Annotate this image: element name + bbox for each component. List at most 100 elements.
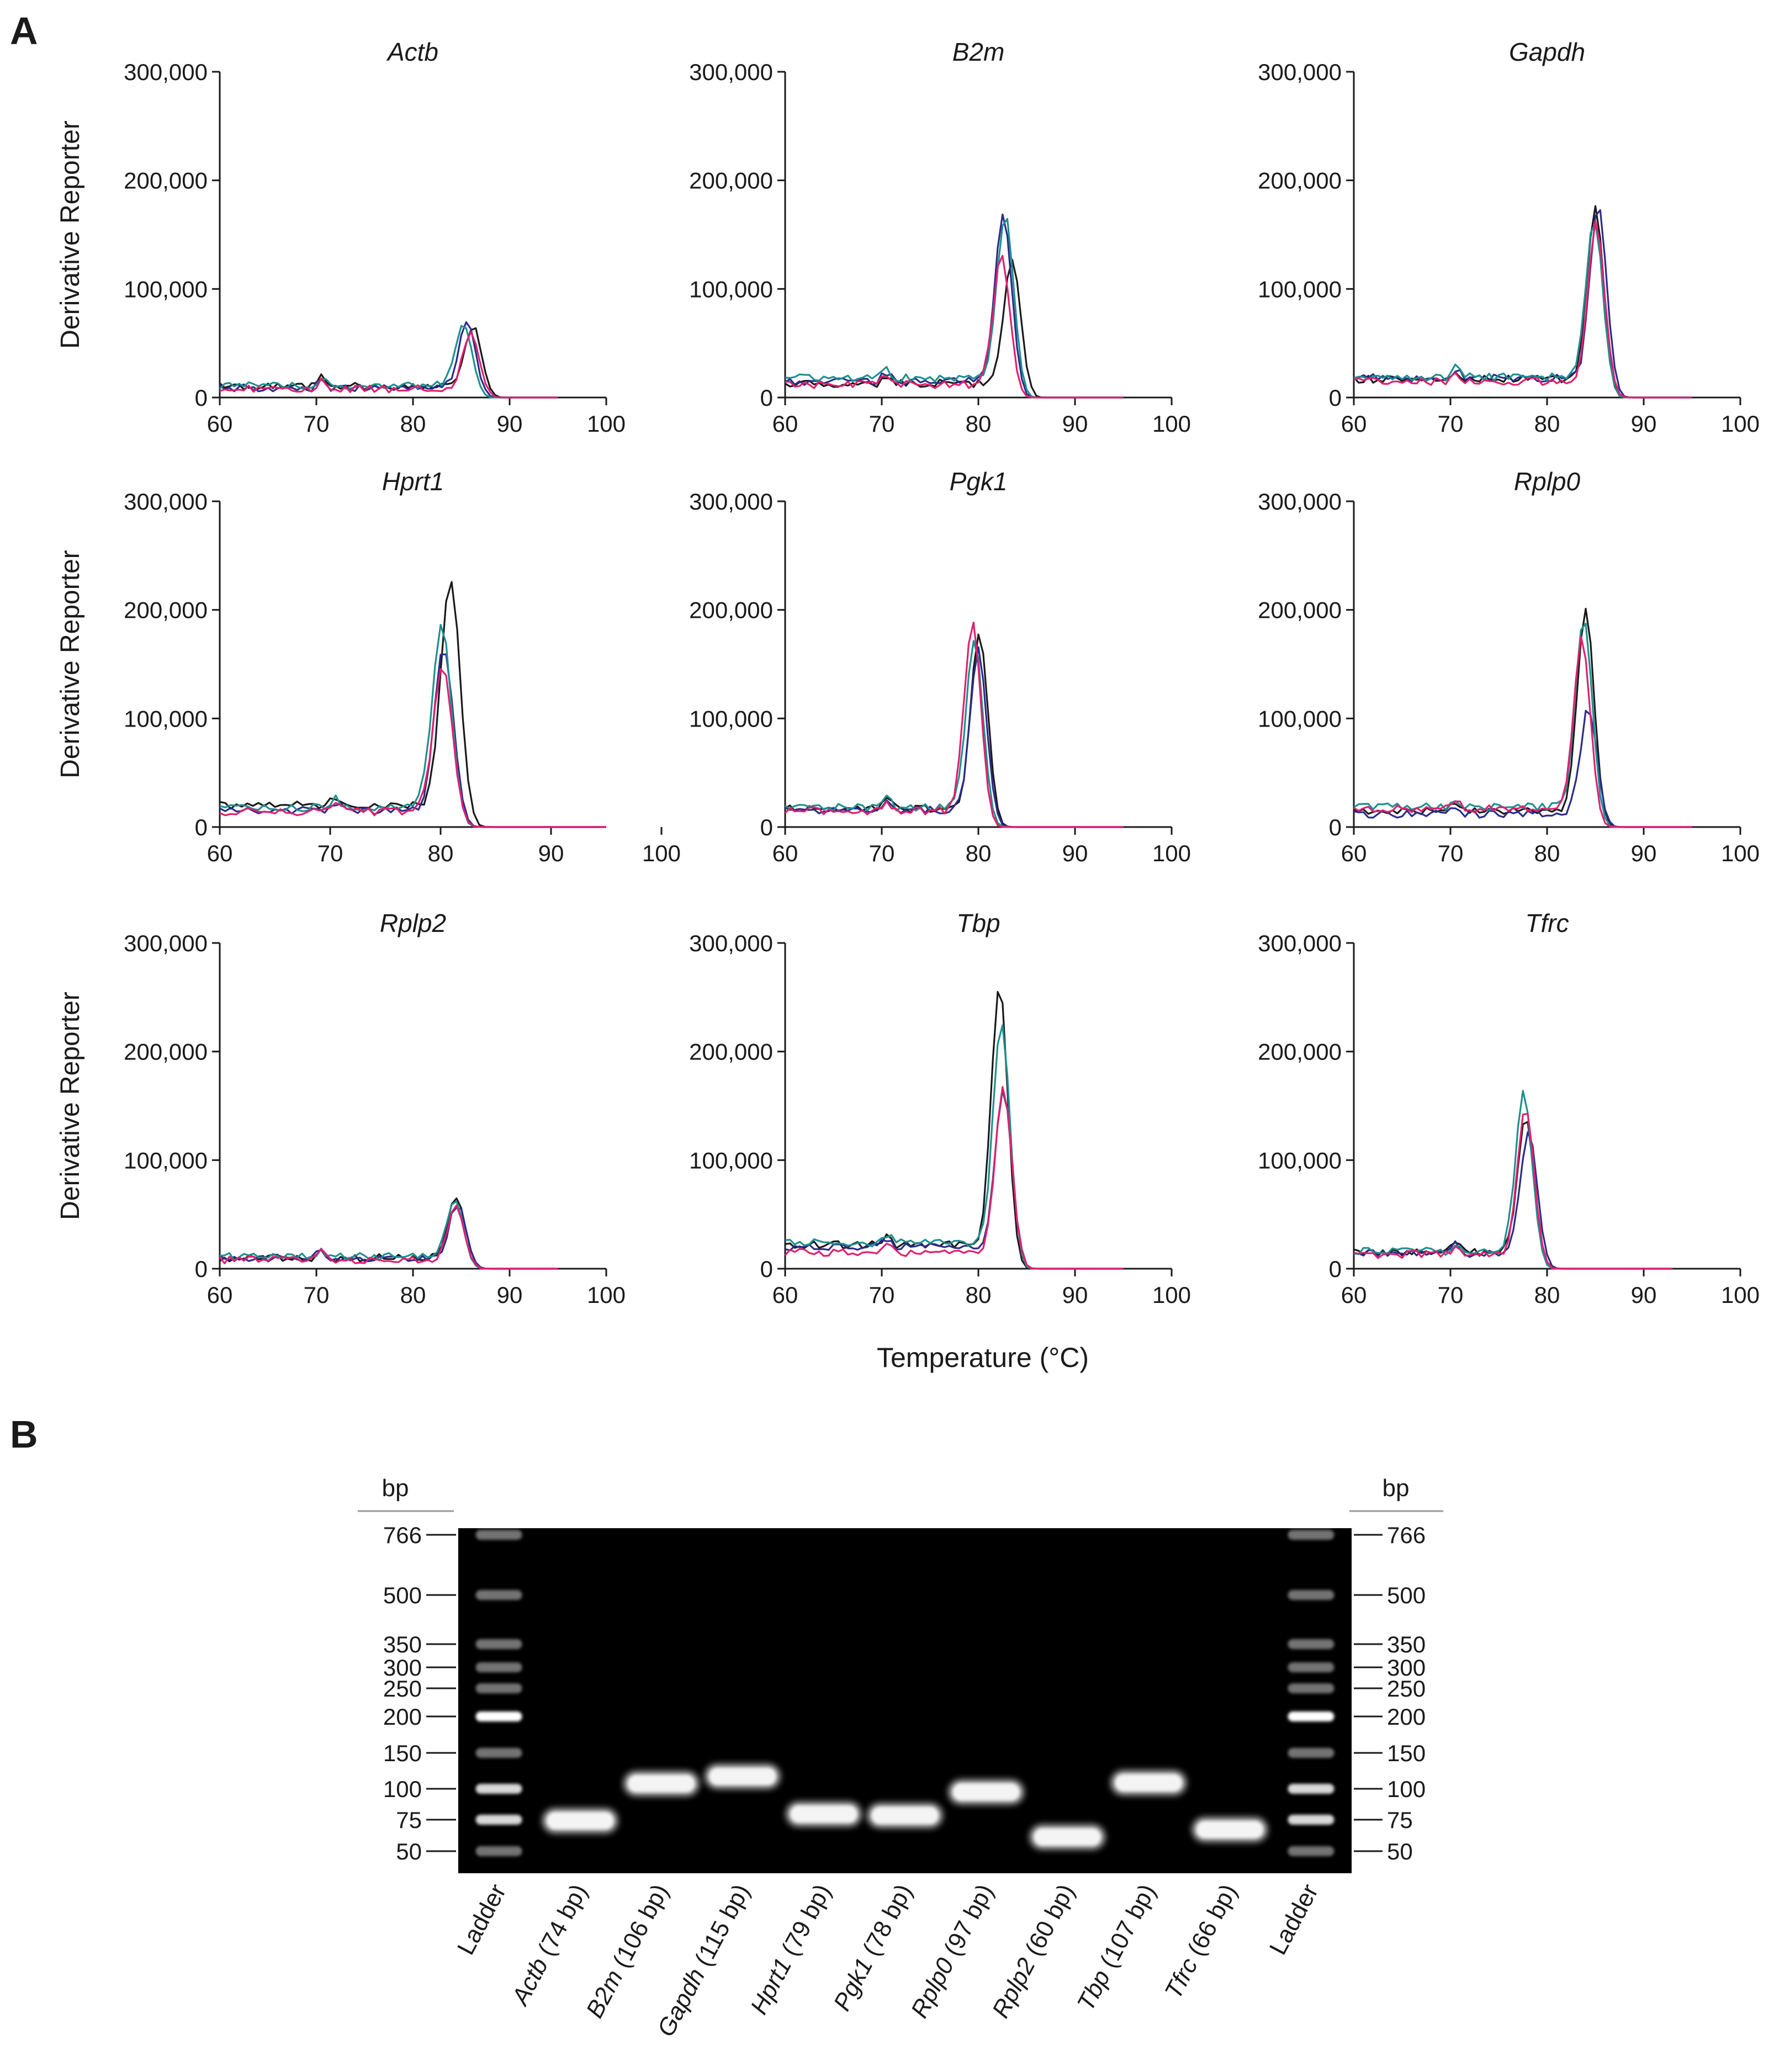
x-tick-label: 80: [1534, 1282, 1560, 1308]
marker-label-right: 200: [1387, 1704, 1426, 1730]
melt-curve-series: [784, 1086, 1124, 1270]
marker-label-right: 250: [1387, 1676, 1426, 1702]
lane-label: Tbp (107 bp): [1072, 1880, 1162, 2015]
lane-label: Rplp2 (60 bp): [987, 1880, 1080, 2022]
pcr-band: [709, 1768, 776, 1785]
melt-curve-chart: Gapdh 0 100,000 200,000 300,000 60 70 80 90 100: [1258, 38, 1760, 437]
melt-curve-series: [785, 213, 1124, 399]
x-tick-label: 80: [400, 1282, 426, 1308]
x-tick-label: 60: [1341, 840, 1367, 866]
ladder-band: [475, 1784, 522, 1794]
x-tick-label: 60: [207, 411, 233, 437]
x-tick-label: 80: [1534, 840, 1560, 866]
melt-curve-series: [785, 640, 1124, 828]
y-tick-label: 300,000: [1258, 930, 1342, 956]
panel-b-label: B: [10, 1413, 38, 1456]
y-tick-label: 200,000: [1258, 597, 1342, 623]
melt-curve-series: [785, 255, 1124, 399]
y-tick-label: 100,000: [1258, 276, 1342, 302]
x-tick-label: 80: [1534, 411, 1560, 437]
melt-curve-series: [219, 331, 558, 399]
ladder-band: [475, 1590, 522, 1600]
melt-curve-series: [1353, 1090, 1673, 1270]
x-tick-label: 90: [497, 411, 523, 437]
melt-curve-series: [219, 1204, 558, 1270]
y-tick-label: 300,000: [124, 930, 208, 956]
x-tick-label: 80: [428, 840, 454, 866]
ladder-band: [475, 1662, 522, 1672]
ladder-band: [1288, 1815, 1335, 1825]
x-tick-label: 100: [587, 411, 626, 437]
y-tick-label: 0: [760, 385, 773, 411]
y-tick-label: 300,000: [124, 489, 208, 515]
marker-label-right: 350: [1387, 1631, 1426, 1657]
melt-curve-chart: Tfrc 0 100,000 200,000 300,000 60 70 80 90 100: [1258, 909, 1760, 1308]
melt-curve-series: [1353, 222, 1692, 399]
melt-curve-series: [1353, 220, 1692, 399]
melt-curve-series: [219, 624, 606, 828]
x-tick-label: 90: [1631, 1282, 1657, 1308]
x-tick-label: 60: [772, 1282, 798, 1308]
y-tick-label: 200,000: [689, 1039, 773, 1065]
ladder-band: [475, 1815, 522, 1825]
marker-label-left: 150: [383, 1740, 422, 1766]
x-tick-label: 60: [207, 840, 233, 866]
y-tick-label: 0: [1329, 814, 1342, 840]
melt-curve-series: [219, 581, 606, 828]
x-tick-label: 70: [869, 1282, 895, 1308]
y-tick-label: 100,000: [124, 706, 208, 732]
melt-curve-series: [219, 668, 606, 828]
x-tick-label: 100: [1721, 840, 1760, 866]
y-tick-label: 100,000: [124, 276, 208, 302]
y-tick-label: 300,000: [124, 59, 208, 85]
melt-curve-chart: Rplp2 0 100,000 200,000 300,000 60 70 80 90 100 De…: [56, 909, 626, 1308]
marker-label-right: 500: [1387, 1582, 1426, 1608]
ladder-band: [475, 1711, 522, 1721]
marker-label-right: 100: [1387, 1776, 1426, 1802]
y-axis-title: Derivative Reporter: [56, 992, 85, 1220]
chart-title: Rplp0: [1514, 467, 1581, 496]
marker-label-right: 50: [1387, 1838, 1413, 1864]
chart-title: Hprt1: [382, 467, 444, 496]
pcr-band: [547, 1812, 613, 1829]
x-tick-label: 70: [1438, 1282, 1464, 1308]
melt-curve-series: [785, 990, 1124, 1270]
x-tick-label: 100: [1152, 1282, 1191, 1308]
lane-label: Actb (74 bp): [506, 1880, 592, 2011]
bp-header-left: bp: [382, 1475, 409, 1502]
pcr-band: [953, 1783, 1020, 1800]
y-tick-label: 200,000: [124, 597, 208, 623]
ladder-band: [475, 1639, 522, 1649]
marker-label-right: 75: [1387, 1807, 1413, 1833]
lane-label: Ladder: [1264, 1880, 1324, 1959]
pcr-band: [1034, 1829, 1101, 1846]
ladder-band: [1288, 1683, 1335, 1693]
x-tick-label: 70: [1438, 411, 1464, 437]
y-tick-label: 100,000: [124, 1147, 208, 1173]
x-tick-label: 80: [966, 840, 992, 866]
melt-curve-series: [1353, 622, 1692, 828]
chart-title: Pgk1: [950, 467, 1008, 496]
x-tick-label: 70: [869, 411, 895, 437]
marker-label-right: 300: [1387, 1655, 1426, 1681]
x-tick-label: 60: [772, 411, 798, 437]
x-tick-label: 70: [304, 411, 330, 437]
panel-a-label: A: [10, 9, 38, 52]
y-tick-label: 200,000: [124, 168, 208, 194]
x-tick-label: 80: [966, 1282, 992, 1308]
ladder-band: [1288, 1784, 1335, 1794]
melt-curve-series: [1353, 1121, 1673, 1270]
chart-title: Gapdh: [1509, 38, 1585, 66]
y-axis-title: Derivative Reporter: [56, 550, 85, 778]
melt-curve-series: [785, 258, 1124, 399]
melt-curve-series: [784, 621, 1124, 828]
y-tick-label: 200,000: [689, 168, 773, 194]
chart-title: Actb: [386, 38, 438, 66]
melt-curve-series: [1353, 607, 1692, 828]
chart-title: Tbp: [956, 909, 1000, 937]
x-tick-label: 70: [1438, 840, 1464, 866]
x-tick-label: 70: [317, 840, 343, 866]
ladder-band: [475, 1846, 522, 1856]
y-tick-label: 300,000: [689, 489, 773, 515]
